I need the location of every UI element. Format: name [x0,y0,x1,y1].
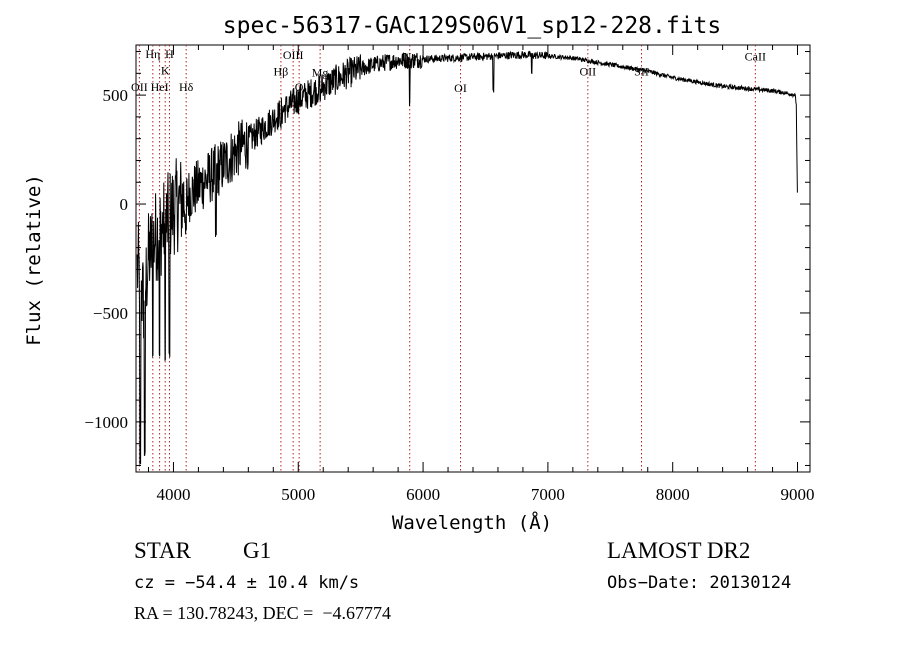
survey-name: LAMOST DR2 [607,538,751,563]
observation-date: Obs−Date: 20130124 [607,573,792,593]
line-label: OII [131,80,148,94]
line-label: OII [579,65,596,79]
coordinates: RA = 130.78243, DEC = −4.67774 [134,603,391,623]
chart-title: spec-56317-GAC129S06V1_sp12-228.fits [223,13,722,39]
plot-frame [135,44,811,473]
line-label: Hβ [274,65,289,79]
spectral-line-markers [138,45,756,472]
object-subclass: G1 [243,538,272,563]
x-tick-label: 5000 [281,485,315,504]
y-axis-label: Flux (relative) [23,174,45,346]
line-label: CaII [745,49,766,63]
spectrum-line [136,50,798,466]
line-label: OIII [283,48,304,62]
x-tick-label: 8000 [656,485,690,504]
x-tick-label: 7000 [531,485,565,504]
y-axis-ticks: −1000 −500 0 500 [84,51,810,466]
x-tick-label: 9000 [781,485,815,504]
redshift-value: cz = −54.4 ± 10.4 km/s [134,573,360,593]
line-label: Mg [312,66,329,80]
y-tick-label: −1000 [84,413,128,432]
y-tick-label: 500 [103,86,129,105]
y-tick-label: 0 [120,195,129,214]
line-label: HeI [151,80,169,94]
line-label: K [161,63,170,77]
line-label: H [165,47,174,61]
x-axis-ticks: 4000 5000 6000 7000 8000 9000 [147,45,815,504]
line-label: SII [634,65,649,79]
y-tick-label: −500 [93,304,128,323]
line-label: Hδ [179,80,194,94]
line-label: OI [454,81,467,95]
line-label: Hη [145,47,160,61]
object-class: STAR [134,538,191,563]
x-tick-label: 6000 [406,485,440,504]
x-tick-label: 4000 [156,485,190,504]
x-axis-label: Wavelength (Å) [392,511,552,534]
